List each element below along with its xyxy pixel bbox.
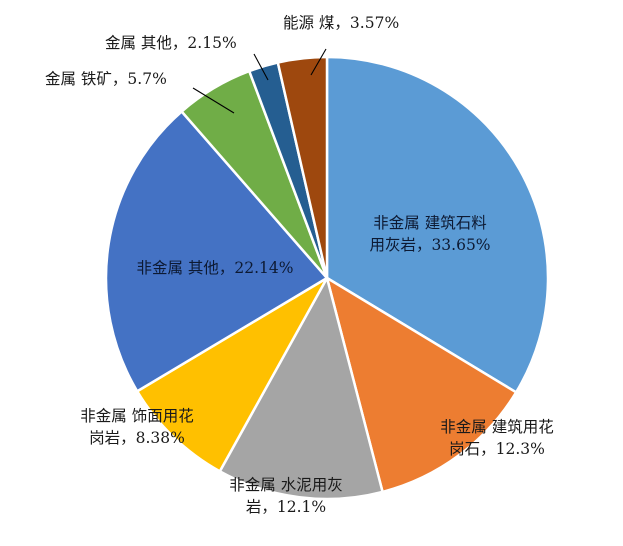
slice-label-line: 岗岩，8.38% [89, 429, 185, 447]
slice-label-line: 非金属 饰面用花 [80, 407, 193, 425]
slice-label-building-granite: 非金属 建筑用花岗石，12.3% [440, 418, 553, 458]
pie-slice-cement-limestone [218, 276, 384, 501]
slice-label-iron-ore: 金属 铁矿，5.7% [45, 70, 167, 88]
leader-line-coal [310, 48, 327, 76]
slice-label-line: 金属 其他，2.15% [105, 34, 237, 52]
slice-label-facing-granite: 非金属 饰面用花岗岩，8.38% [80, 407, 193, 447]
slice-label-coal: 能源 煤，3.57% [283, 14, 399, 32]
slice-label-line: 岩，12.1% [246, 498, 326, 516]
slice-label-line: 非金属 水泥用灰 [229, 476, 342, 494]
slice-label-line: 非金属 建筑用花 [440, 418, 553, 436]
pie-slice-facing-granite [135, 276, 329, 473]
slice-label-line: 金属 铁矿，5.7% [45, 70, 167, 88]
slice-label-nonmetal-other: 非金属 其他，22.14% [136, 259, 293, 277]
leader-line-metal-other [253, 53, 269, 81]
pie-slice-building-granite [325, 276, 518, 494]
slice-label-line: 非金属 其他，22.14% [136, 259, 293, 277]
pie-slice-coal [276, 55, 329, 280]
leader-line-iron-ore [192, 87, 235, 114]
slice-label-metal-other: 金属 其他，2.15% [105, 34, 237, 52]
slice-label-line: 岗石，12.3% [449, 440, 545, 458]
slice-label-line: 用灰岩，33.65% [369, 236, 490, 254]
slice-label-building-limestone: 非金属 建筑石料用灰岩，33.65% [369, 214, 490, 254]
slice-label-line: 非金属 建筑石料 [373, 214, 486, 232]
slice-label-cement-limestone: 非金属 水泥用灰岩，12.1% [229, 476, 342, 516]
pie-slice-nonmetal-other [104, 110, 329, 393]
slice-label-line: 能源 煤，3.57% [283, 14, 399, 32]
pie-slice-building-limestone [325, 55, 550, 394]
